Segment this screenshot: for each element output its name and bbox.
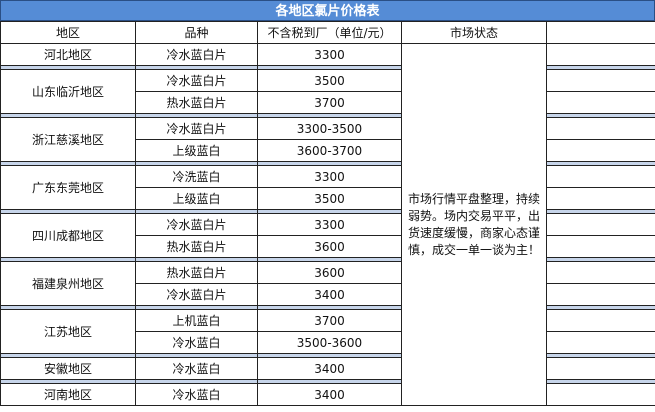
extra-cell [546, 213, 655, 236]
price-cell: 3400 [257, 383, 402, 406]
separator-row [0, 257, 655, 262]
region-cell: 河北地区 [0, 43, 136, 66]
variety-cell: 上级蓝白 [135, 139, 258, 162]
extra-cell [546, 69, 655, 92]
extra-cell [546, 383, 655, 406]
market-status-cell: 市场行情平盘整理，持续弱势。场内交易平平，出货速度缓慢，商家心态谨慎，成交一单一… [401, 43, 547, 406]
variety-cell: 冷水蓝白片 [135, 69, 258, 92]
table-row: 福建泉州地区 热水蓝白片 3600 [0, 261, 655, 306]
region-cell: 河南地区 [0, 383, 136, 406]
extra-cell [546, 91, 655, 114]
variety-cell: 上级蓝白 [135, 187, 258, 210]
variety-cell: 冷水蓝白 [135, 383, 258, 406]
region-cell: 安徽地区 [0, 357, 136, 380]
variety-cell: 热水蓝白片 [135, 261, 258, 284]
price-cell: 3500-3600 [257, 331, 402, 354]
price-cell: 3700 [257, 309, 402, 332]
extra-cell [546, 139, 655, 162]
extra-cell [546, 187, 655, 210]
variety-cell: 热水蓝白片 [135, 91, 258, 114]
region-cell: 浙江慈溪地区 [0, 117, 136, 162]
header-row: 地区 品种 不含税到厂（单位/元） 市场状态 [0, 21, 655, 44]
extra-cell [546, 235, 655, 258]
table-row: 山东临沂地区 冷水蓝白片 3500 [0, 69, 655, 114]
region-cell: 福建泉州地区 [0, 261, 136, 306]
price-cell: 3600-3700 [257, 139, 402, 162]
table-row: 安徽地区 冷水蓝白 3400 [0, 357, 655, 380]
variety-cell: 冷洗蓝白 [135, 165, 258, 188]
header-extra [546, 21, 655, 44]
variety-cell: 冷水蓝白片 [135, 283, 258, 306]
price-cell: 3300 [257, 165, 402, 188]
table-row: 四川成都地区 冷水蓝白片 3300 [0, 213, 655, 258]
price-table: 地区 品种 不含税到厂（单位/元） 市场状态 河北地区 冷水蓝白片 3300 市场行情… [0, 21, 655, 406]
extra-cell [546, 261, 655, 284]
header-market-status: 市场状态 [401, 21, 547, 44]
region-cell: 江苏地区 [0, 309, 136, 354]
header-variety: 品种 [135, 21, 258, 44]
extra-cell [546, 309, 655, 332]
region-cell: 山东临沂地区 [0, 69, 136, 114]
price-cell: 3300 [257, 43, 402, 66]
table-row: 广东东莞地区 冷洗蓝白 3300 [0, 165, 655, 210]
table-row: 河南地区 冷水蓝白 3400 [0, 383, 655, 406]
table-row: 浙江慈溪地区 冷水蓝白片 3300-3500 [0, 117, 655, 162]
region-cell: 广东东莞地区 [0, 165, 136, 210]
price-cell: 3300 [257, 213, 402, 236]
price-cell: 3500 [257, 187, 402, 210]
price-cell: 3300-3500 [257, 117, 402, 140]
variety-cell: 冷水蓝白片 [135, 43, 258, 66]
region-cell: 四川成都地区 [0, 213, 136, 258]
variety-cell: 冷水蓝白片 [135, 213, 258, 236]
header-region: 地区 [0, 21, 136, 44]
table-row: 河北地区 冷水蓝白片 3300 市场行情平盘整理，持续弱势。场内交易平平，出货速度缓慢… [0, 43, 655, 406]
variety-cell: 冷水蓝白片 [135, 117, 258, 140]
price-cell: 3700 [257, 91, 402, 114]
price-cell: 3500 [257, 69, 402, 92]
table-row: 江苏地区 上机蓝白 3700 [0, 309, 655, 354]
separator-row [0, 379, 655, 384]
header-price: 不含税到厂（单位/元） [257, 21, 402, 44]
extra-cell [546, 117, 655, 140]
extra-cell [546, 165, 655, 188]
price-cell: 3600 [257, 235, 402, 258]
extra-cell [546, 357, 655, 380]
table-row: 上级蓝白 3600-3700 [1, 139, 655, 162]
variety-cell: 冷水蓝白 [135, 357, 258, 380]
variety-cell: 冷水蓝白 [135, 331, 258, 354]
extra-cell [546, 331, 655, 354]
price-cell: 3600 [257, 261, 402, 284]
variety-cell: 上机蓝白 [135, 309, 258, 332]
table-title: 各地区氯片价格表 [0, 0, 655, 21]
extra-cell [546, 43, 655, 66]
variety-cell: 热水蓝白片 [135, 235, 258, 258]
price-cell: 3400 [257, 357, 402, 380]
price-cell: 3400 [257, 283, 402, 306]
extra-cell [546, 283, 655, 306]
